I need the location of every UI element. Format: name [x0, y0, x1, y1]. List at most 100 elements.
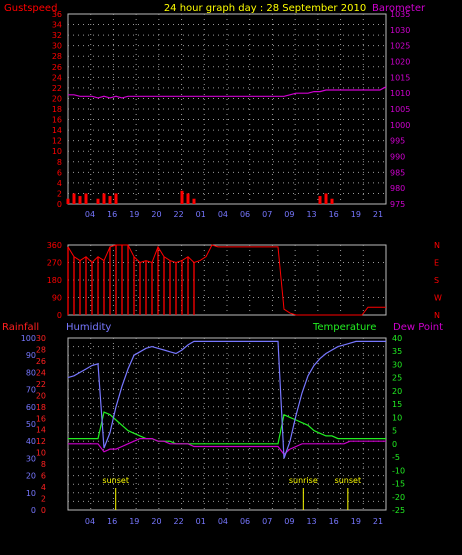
temperature-tick-label: 15 — [392, 400, 402, 409]
gust-tick-label: 2 — [57, 189, 62, 198]
event-label: sunset — [335, 476, 362, 485]
time-tick-label: 16 — [329, 210, 339, 219]
temperature-tick-label: 30 — [392, 360, 402, 369]
time-tick-label: 04 — [218, 517, 228, 526]
gust-bar — [192, 198, 196, 204]
gust-tick-label: 34 — [52, 21, 62, 30]
barometer-axis-title: Barometer — [372, 3, 426, 14]
time-tick-label: 21 — [373, 517, 383, 526]
time-tick-label: 04 — [218, 210, 228, 219]
gust-bar — [96, 198, 100, 204]
rainfall-tick-label: 12 — [36, 437, 46, 446]
gust-barometer-panel: 0246810121416182022242628303234369759809… — [52, 10, 411, 219]
time-tick-label: 09 — [284, 210, 294, 219]
rainfall-tick-label: 2 — [41, 495, 46, 504]
barometer-tick-label: 990 — [390, 153, 405, 162]
barometer-line — [68, 86, 387, 99]
barometer-tick-label: 1025 — [390, 42, 410, 51]
humidity-tick-label: 100 — [21, 334, 36, 343]
temperature-tick-label: 0 — [392, 440, 397, 449]
time-tick-label: 09 — [284, 517, 294, 526]
rainfall-tick-label: 18 — [36, 403, 46, 412]
gust-tick-label: 26 — [52, 63, 62, 72]
humidity-tick-label: 0 — [31, 506, 36, 515]
time-tick-label: 22 — [174, 210, 184, 219]
humidity-tick-label: 10 — [26, 489, 36, 498]
rainfall-axis-title: Rainfall — [2, 322, 39, 333]
humidity-tick-label: 80 — [26, 368, 36, 377]
humidity-tick-label: 20 — [26, 472, 36, 481]
rainfall-tick-label: 24 — [36, 368, 46, 377]
wind-direction-line — [67, 244, 386, 316]
gust-tick-label: 36 — [52, 10, 62, 19]
time-tick-label: 20 — [151, 517, 161, 526]
dewpoint-line — [68, 438, 386, 456]
time-tick-label: 13 — [306, 210, 316, 219]
time-tick-label: 20 — [151, 210, 161, 219]
humidity-line — [67, 340, 386, 459]
barometer-tick-label: 1015 — [390, 73, 410, 82]
direction-tick-label: 0 — [57, 311, 62, 320]
gustspeed-axis-title: Gustspeed — [4, 3, 57, 14]
temperature-axis-title: Temperature — [312, 322, 376, 333]
gust-bar — [84, 193, 88, 204]
temperature-tick-label: 10 — [392, 413, 402, 422]
gust-tick-label: 10 — [52, 147, 62, 156]
temperature-tick-label: 5 — [392, 427, 397, 436]
rainfall-tick-label: 6 — [41, 472, 46, 481]
barometer-tick-label: 1005 — [390, 105, 410, 114]
gust-tick-label: 0 — [57, 200, 62, 209]
temperature-tick-label: -15 — [392, 480, 405, 489]
gust-tick-label: 6 — [57, 168, 62, 177]
time-tick-label: 19 — [129, 210, 139, 219]
time-tick-label: 07 — [262, 517, 272, 526]
time-tick-label: 06 — [240, 210, 250, 219]
barometer-tick-label: 1010 — [390, 89, 410, 98]
humidity-tick-label: 50 — [26, 420, 36, 429]
gust-tick-label: 28 — [52, 52, 62, 61]
event-label: sunset — [102, 476, 129, 485]
gust-tick-label: 4 — [57, 179, 62, 188]
rainfall-tick-label: 10 — [36, 449, 46, 458]
time-tick-label: 16 — [107, 210, 117, 219]
barometer-tick-label: 1000 — [390, 121, 410, 130]
wind-direction-panel: 0 N 90 W 180 S 270 E 360 N — [47, 241, 442, 320]
barometer-tick-label: 1020 — [390, 58, 410, 67]
time-tick-label: 13 — [306, 517, 316, 526]
direction-tick-label: 270 — [47, 259, 62, 268]
time-tick-label: 16 — [329, 517, 339, 526]
gust-tick-label: 30 — [52, 42, 62, 51]
time-tick-label: 01 — [196, 210, 206, 219]
humidity-tick-label: 30 — [26, 454, 36, 463]
gust-bar — [318, 196, 322, 204]
gust-bar — [180, 190, 184, 204]
time-tick-label: 19 — [129, 517, 139, 526]
direction-tick-label: 90 — [52, 294, 62, 303]
temperature-tick-label: 35 — [392, 347, 402, 356]
time-tick-label: 22 — [174, 517, 184, 526]
gust-bar — [114, 193, 118, 204]
temperature-tick-label: 20 — [392, 387, 402, 396]
rainfall-tick-label: 14 — [36, 426, 46, 435]
barometer-tick-label: 985 — [390, 168, 405, 177]
time-tick-label: 07 — [262, 210, 272, 219]
humidity-temperature-panel: 0246810121416182022242628300102030405060… — [21, 334, 405, 526]
rainfall-tick-label: 26 — [36, 357, 46, 366]
rainfall-tick-label: 30 — [36, 334, 46, 343]
graph-title: 24 hour graph day : 28 September 2010 — [164, 3, 366, 14]
time-tick-label: 04 — [85, 517, 95, 526]
time-tick-label: 01 — [196, 517, 206, 526]
direction-tick-label: 360 — [47, 241, 62, 250]
time-tick-label: 21 — [373, 210, 383, 219]
humidity-tick-label: 60 — [26, 403, 36, 412]
time-tick-label: 06 — [240, 517, 250, 526]
time-tick-label: 16 — [107, 517, 117, 526]
gust-bar — [66, 198, 70, 204]
compass-letter-label: E — [434, 259, 439, 268]
barometer-tick-label: 980 — [390, 184, 405, 193]
temperature-tick-label: -10 — [392, 466, 405, 475]
gust-tick-label: 22 — [52, 84, 62, 93]
humidity-tick-label: 70 — [26, 386, 36, 395]
time-tick-label: 19 — [351, 210, 361, 219]
